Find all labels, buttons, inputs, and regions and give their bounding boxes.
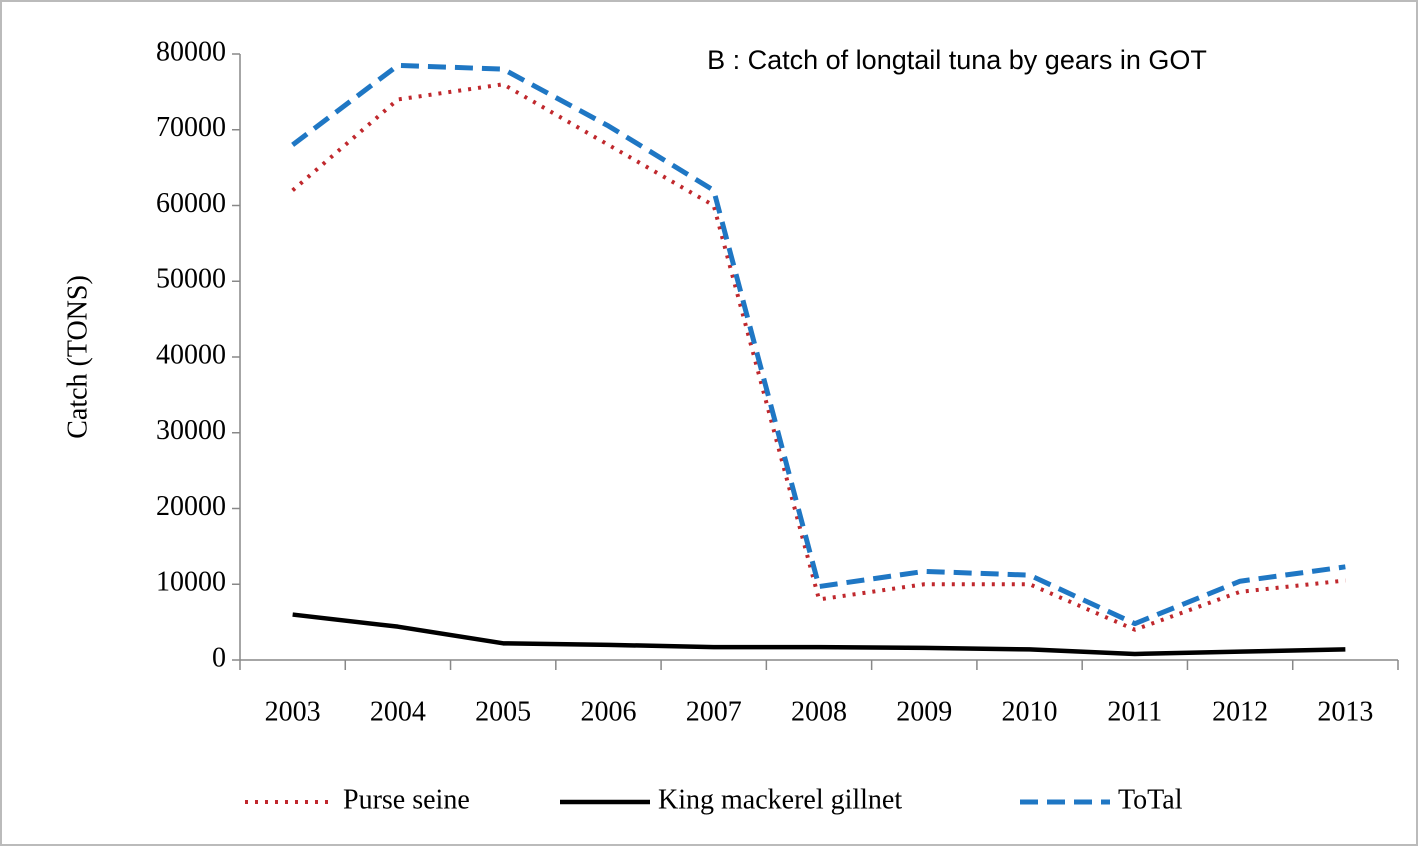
line-series [292,612,1346,657]
y-tick-label: 80000 [156,36,226,67]
x-tick-label: 2008 [791,696,847,727]
y-tick-label: 50000 [156,264,226,295]
x-tick-label: 2009 [896,696,952,727]
x-tick-label: 2006 [580,696,636,727]
x-tick-label: 2010 [1002,696,1058,727]
x-tick-label: 2004 [370,696,426,727]
legend-label: King mackerel gillnet [658,784,902,815]
y-tick-label: 70000 [156,112,226,143]
x-tick-label: 2007 [686,696,742,727]
x-tick-label: 2013 [1317,696,1373,727]
chart-title: B : Catch of longtail tuna by gears in G… [707,45,1207,75]
line-series [291,62,1346,627]
y-tick-label: 30000 [156,415,226,446]
x-tick-label: 2012 [1212,696,1268,727]
y-tick-label: 10000 [156,567,226,598]
legend-label: ToTal [1118,784,1183,815]
y-axis-label: Catch (TONS) [62,275,93,439]
y-tick-label: 60000 [156,188,226,219]
y-tick-label: 40000 [156,339,226,370]
x-tick-label: 2011 [1107,696,1162,727]
y-tick-label: 0 [212,642,226,673]
x-tick-label: 2003 [265,696,321,727]
legend-label: Purse seine [343,784,470,815]
x-tick-label: 2005 [475,696,531,727]
y-tick-label: 20000 [156,491,226,522]
